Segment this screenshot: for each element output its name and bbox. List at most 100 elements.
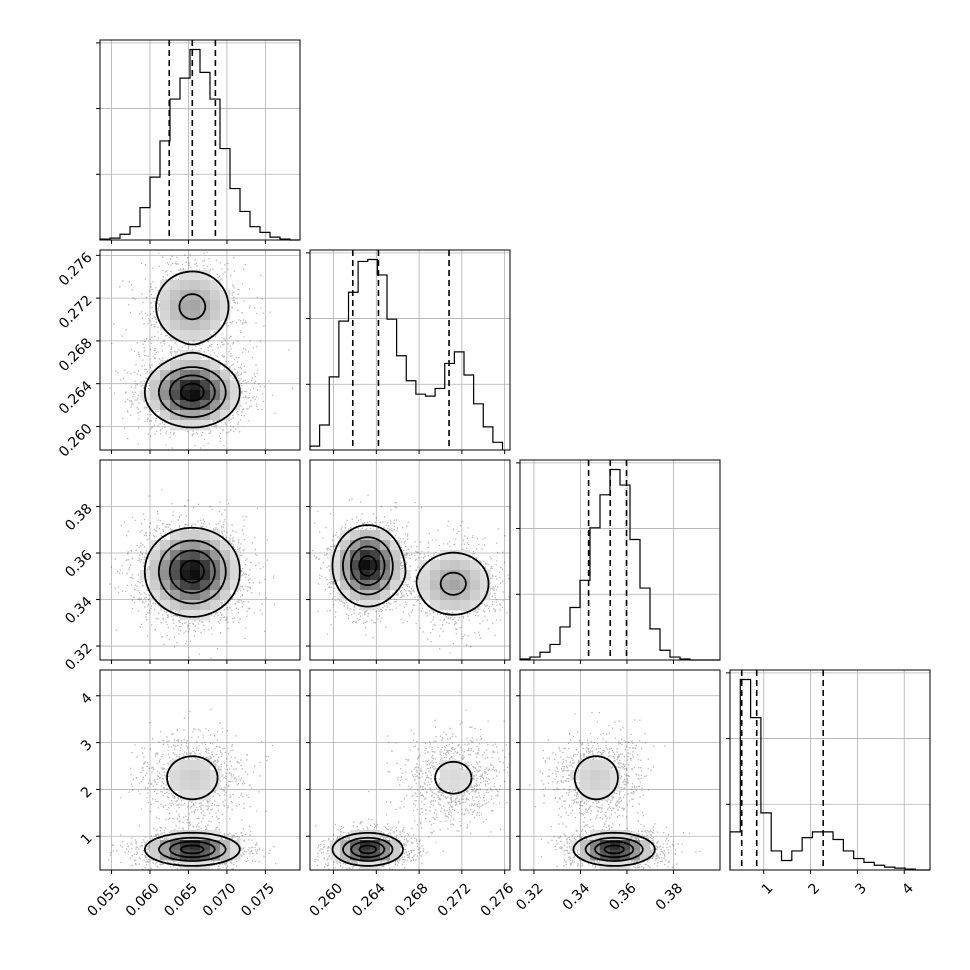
density-contour	[358, 554, 378, 577]
density-cell	[190, 420, 201, 431]
x-tick-label: 2	[806, 880, 824, 898]
density-cell	[210, 600, 221, 611]
density-cell	[220, 300, 231, 311]
density-cell	[350, 580, 361, 591]
density-cell	[440, 760, 451, 771]
x-tick-label: 0.268	[392, 880, 432, 920]
density-cell	[220, 840, 231, 851]
density-cell	[610, 830, 621, 841]
density-cell	[440, 770, 451, 781]
density-contour	[168, 374, 216, 410]
density-cell	[150, 400, 161, 411]
density-cell	[160, 280, 171, 291]
density-cell	[160, 540, 171, 551]
density-contour	[350, 545, 386, 587]
density-cell	[380, 590, 391, 601]
density-cell	[190, 540, 201, 551]
density-cell	[200, 310, 211, 321]
density-cell	[220, 370, 231, 381]
density-cell	[210, 360, 221, 371]
density-cell	[480, 570, 491, 581]
panel-frame	[309, 459, 511, 661]
scatter-points	[314, 691, 510, 871]
y-tick-label: 0.272	[56, 292, 96, 332]
density-cell	[200, 370, 211, 381]
density-cell	[170, 530, 181, 541]
density-cell	[580, 780, 591, 791]
density-cell	[180, 830, 191, 841]
density-cell	[190, 350, 201, 361]
density-cell	[160, 310, 171, 321]
density-cell	[150, 840, 161, 851]
density-cell	[450, 780, 461, 791]
density-cell	[460, 780, 471, 791]
density-cell	[160, 840, 171, 851]
density-cell	[180, 540, 191, 551]
density-cell	[180, 400, 191, 411]
density-cell	[170, 400, 181, 411]
density-cell	[190, 300, 201, 311]
density-cell	[590, 840, 601, 851]
density-cell	[200, 560, 211, 571]
density-cell	[450, 560, 461, 571]
density-cell	[160, 380, 171, 391]
density-cell	[180, 610, 191, 621]
density-contour	[168, 549, 216, 594]
density-cell	[390, 560, 401, 571]
density-cell	[200, 540, 211, 551]
density-cell	[590, 770, 601, 781]
density-cell	[190, 550, 201, 561]
density-cell	[180, 780, 191, 791]
density-cell	[390, 570, 401, 581]
density-cell	[180, 840, 191, 851]
density-cell	[190, 380, 201, 391]
density-cell	[200, 570, 211, 581]
density-cell	[340, 590, 351, 601]
density-cell	[230, 380, 241, 391]
panel-frame	[519, 459, 721, 661]
density-cell	[220, 590, 231, 601]
density-cell	[210, 300, 221, 311]
density-cell	[150, 590, 161, 601]
density-cell	[600, 830, 611, 841]
y-tick-label: 0.38	[62, 501, 95, 534]
y-tick-label: 0.268	[56, 335, 96, 375]
density-cell	[470, 560, 481, 571]
density-cell	[420, 580, 431, 591]
y-tick-label: 0.276	[56, 250, 96, 290]
density-cell	[220, 550, 231, 561]
histogram-step	[309, 258, 504, 450]
density-cell	[230, 560, 241, 571]
density-cell	[580, 850, 591, 861]
scatter-points	[109, 251, 294, 449]
density-cell	[330, 570, 341, 581]
density-cell	[640, 850, 651, 861]
density-cell	[190, 790, 201, 801]
scatter-panel-4-3: 0.32 0.34 0.36 0.38	[513, 669, 721, 914]
density-cell	[170, 590, 181, 601]
density-cell	[160, 290, 171, 301]
density-cell	[210, 400, 221, 411]
density-cell	[450, 600, 461, 611]
density-cell	[190, 760, 201, 771]
density-cell	[580, 840, 591, 851]
histogram-panel-4: 1 2 3 4	[726, 669, 931, 898]
density-cell	[640, 840, 651, 851]
density-contour	[143, 270, 241, 429]
density-contour	[342, 836, 394, 862]
density-cell	[150, 850, 161, 861]
density-contour	[358, 844, 378, 855]
density-cell	[210, 560, 221, 571]
density-cell	[370, 550, 381, 561]
density-cell	[330, 550, 341, 561]
panel-frame	[309, 249, 511, 451]
density-cell	[190, 530, 201, 541]
density-cell	[180, 350, 191, 361]
density-cell	[180, 590, 191, 601]
density-cell	[360, 530, 371, 541]
density-cell	[330, 840, 341, 851]
x-tick-label: 0.32	[513, 880, 546, 913]
density-cell	[210, 310, 221, 321]
density-cell	[230, 550, 241, 561]
density-contour	[179, 844, 205, 855]
